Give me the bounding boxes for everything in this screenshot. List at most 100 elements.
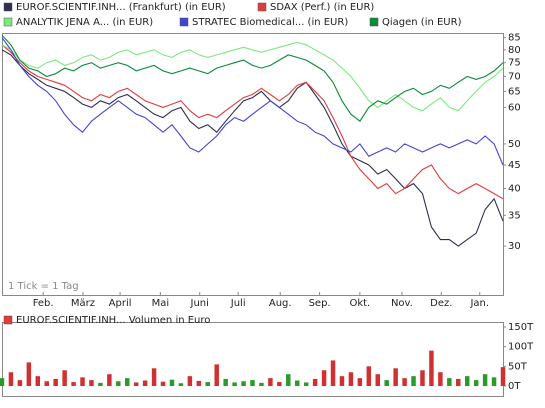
volume-bar — [456, 378, 461, 386]
y-tick-label: 0T — [508, 381, 521, 392]
y-tick-label: 70 — [508, 72, 521, 83]
volume-bar — [26, 362, 32, 386]
series-line — [1, 41, 504, 112]
volume-bar — [89, 380, 94, 386]
legend-swatch — [179, 17, 189, 27]
x-tick-label: Okt. — [349, 298, 370, 309]
y-tick-label: 75 — [508, 58, 521, 69]
volume-bar — [357, 378, 363, 386]
volume-bar — [62, 370, 67, 386]
volume-bar — [196, 380, 202, 386]
volume-bar — [438, 372, 443, 386]
y-tick-label: 100T — [508, 342, 534, 353]
volume-bar — [286, 374, 291, 386]
x-tick-label: Feb. — [33, 298, 54, 309]
volume-bar — [17, 380, 23, 386]
y-tick-label: 50 — [508, 139, 521, 150]
volume-bar — [151, 368, 157, 386]
volume-bar — [339, 376, 345, 386]
volume-bar — [125, 378, 130, 386]
volume-bar — [80, 377, 85, 386]
series-line — [1, 44, 504, 200]
x-tick-label: Nov. — [391, 298, 413, 309]
volume-bar — [393, 368, 398, 386]
x-tick-label: Juli — [230, 298, 246, 309]
y-tick-label: 50T — [508, 361, 528, 372]
legend-label: EUROF.SCIENTIF.INH... (Frankfurt) (in EU… — [16, 2, 226, 13]
volume-bar — [142, 380, 148, 386]
volume-bar — [223, 378, 228, 386]
y-tick-label: 45 — [508, 160, 521, 171]
volume-bar — [98, 382, 103, 386]
series-line — [1, 37, 504, 166]
volume-bar — [160, 381, 166, 386]
x-tick-label: Jan. — [469, 298, 489, 309]
y-tick-label: 40 — [508, 184, 521, 195]
series-line — [1, 34, 504, 123]
x-tick-label: April — [109, 298, 132, 309]
volume-bar — [294, 380, 300, 386]
volume-bar — [429, 350, 434, 386]
volume-bar — [277, 382, 282, 386]
volume-bar — [321, 370, 327, 386]
x-tick-label: Dez. — [430, 298, 452, 309]
volume-bar — [473, 380, 479, 386]
volume-bar — [312, 378, 318, 386]
volume-bar — [464, 376, 470, 386]
volume-bar — [214, 364, 219, 386]
x-tick-label: Mai — [152, 298, 170, 309]
x-tick-label: Sep. — [309, 298, 331, 309]
volume-bar — [53, 378, 58, 386]
legend-swatch — [257, 2, 267, 12]
volume-bar — [44, 381, 49, 386]
volume-bar — [348, 372, 354, 386]
volume-bar — [375, 374, 380, 386]
legend-swatch — [3, 2, 13, 12]
volume-bar — [491, 377, 497, 386]
volume-bar — [482, 374, 488, 386]
y-tick-label: 85 — [508, 33, 521, 44]
volume-bar — [187, 376, 193, 386]
volume-bar — [35, 376, 41, 386]
plot-frame — [2, 33, 504, 296]
legend-label: Qiagen (in EUR) — [382, 17, 462, 28]
volume-bar — [241, 381, 246, 386]
volume-bar — [0, 378, 5, 386]
x-tick-label: Aug. — [269, 298, 292, 309]
volume-bar — [178, 383, 184, 386]
volume-bar — [402, 378, 407, 386]
volume-bar — [330, 360, 336, 386]
legend-swatch — [3, 17, 13, 27]
volume-bar — [259, 382, 264, 386]
legend-label: EUROF.SCIENTIF.INH... Volumen in Euro — [16, 315, 210, 326]
volume-bar — [303, 382, 309, 386]
volume-bar — [447, 378, 452, 386]
y-tick-label: 35 — [508, 210, 521, 221]
volume-bar — [411, 376, 416, 386]
volume-bar — [268, 378, 273, 386]
volume-bar — [232, 382, 237, 386]
y-tick-label: 60 — [508, 102, 521, 113]
volume-bar — [366, 366, 372, 386]
volume-bar — [133, 382, 139, 386]
volume-frame — [2, 322, 504, 397]
x-tick-label: März — [71, 298, 95, 309]
volume-bar — [8, 372, 14, 386]
legend-swatch — [369, 17, 379, 27]
y-tick-label: 80 — [508, 45, 521, 56]
volume-bar — [107, 374, 112, 386]
annotation: 1 Tick = 1 Tag — [8, 281, 79, 292]
volume-bar — [169, 379, 175, 386]
volume-bar — [384, 380, 389, 386]
volume-bar — [71, 382, 76, 386]
legend-label: ANALYTIK JENA A... (in EUR) — [16, 17, 153, 28]
y-tick-label: 65 — [508, 86, 521, 97]
legend-label: SDAX (Perf.) (in EUR) — [270, 2, 374, 13]
volume-bar — [420, 370, 425, 386]
y-tick-label: 30 — [508, 241, 521, 252]
x-tick-label: Juni — [190, 298, 209, 309]
legend-label: STRATEC Biomedical... (in EUR) — [192, 17, 348, 28]
volume-bar — [116, 381, 121, 386]
y-tick-label: 150T — [508, 322, 534, 333]
